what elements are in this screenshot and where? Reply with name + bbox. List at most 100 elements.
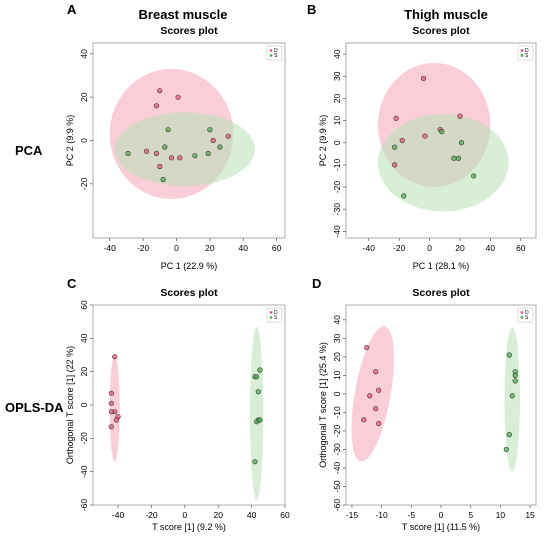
x-tick-label: 60 bbox=[272, 243, 282, 253]
data-point-d bbox=[108, 424, 114, 430]
data-point-d bbox=[157, 88, 163, 94]
x-tick-label: -40 bbox=[112, 510, 125, 520]
y-tick-label: -10 bbox=[332, 406, 342, 419]
data-point-s bbox=[439, 129, 445, 135]
data-point-s bbox=[509, 393, 515, 399]
data-point-s bbox=[512, 372, 518, 378]
data-point-d bbox=[112, 354, 118, 360]
data-point-s bbox=[192, 153, 198, 159]
confidence-ellipse-d bbox=[109, 355, 120, 462]
data-point-s bbox=[257, 417, 263, 423]
x-tick-label: 0 bbox=[427, 243, 432, 253]
confidence-ellipse-d bbox=[351, 326, 394, 462]
y-axis-label: Orthogonal T score [1] (22 %) bbox=[65, 346, 75, 464]
legend-marker-d bbox=[269, 49, 273, 52]
data-point-s bbox=[451, 155, 457, 161]
x-tick-label: 20 bbox=[455, 243, 465, 253]
scores-plot-b: -40 -20 0 20 40 60 -40 -30 -20 -10 0 10 20 30 40 Scores… bbox=[318, 25, 537, 271]
legend-label-d: D bbox=[274, 48, 278, 54]
data-point-d bbox=[373, 369, 379, 375]
data-point-d bbox=[422, 133, 428, 139]
y-tick-label: 40 bbox=[332, 315, 342, 325]
x-tick-label: 0 bbox=[439, 510, 444, 520]
y-tick-label: 20 bbox=[332, 93, 342, 103]
x-tick-label: 5 bbox=[468, 510, 473, 520]
y-tick-label: 0 bbox=[332, 140, 342, 145]
y-tick-label: -10 bbox=[332, 158, 342, 171]
y-axis-label: PC 2 (9.9 %) bbox=[318, 115, 328, 167]
legend-marker-d bbox=[269, 311, 273, 314]
legend-label-s: S bbox=[274, 315, 278, 321]
data-point-d bbox=[153, 103, 160, 109]
legend-label-s: S bbox=[274, 53, 278, 59]
data-point-d bbox=[376, 387, 382, 393]
row-label-pca: PCA bbox=[15, 143, 43, 158]
data-point-s bbox=[458, 140, 465, 146]
y-tick-label: 10 bbox=[332, 370, 342, 380]
data-point-s bbox=[257, 367, 263, 373]
y-tick-label: -30 bbox=[332, 443, 342, 456]
data-point-s bbox=[125, 150, 131, 157]
panel-letter-c: C bbox=[67, 276, 77, 291]
y-tick-label: -30 bbox=[332, 203, 342, 216]
y-tick-label: 40 bbox=[79, 49, 89, 59]
data-point-s bbox=[255, 389, 261, 395]
legend-marker-s bbox=[269, 54, 273, 57]
data-point-s bbox=[506, 432, 512, 438]
confidence-ellipse-s bbox=[114, 112, 255, 186]
x-axis-label: T score [1] (9.2 %) bbox=[152, 522, 226, 532]
legend-marker-d bbox=[520, 49, 524, 52]
x-axis-label: PC 1 (28.1 %) bbox=[413, 261, 470, 271]
data-point-d bbox=[175, 94, 181, 100]
y-tick-label: -20 bbox=[332, 181, 342, 194]
data-point-s bbox=[512, 378, 518, 384]
data-point-d bbox=[399, 137, 405, 144]
y-axis-label: Orthogonal T score [1] (25.4 %) bbox=[318, 342, 328, 468]
x-tick-label: -20 bbox=[393, 243, 406, 253]
x-tick-label: -40 bbox=[363, 243, 376, 253]
data-point-d bbox=[392, 162, 398, 168]
data-point-s bbox=[160, 176, 166, 183]
confidence-ellipse-s bbox=[377, 113, 509, 212]
data-point-s bbox=[401, 193, 407, 199]
y-tick-label: 40 bbox=[79, 333, 89, 343]
data-point-d bbox=[168, 155, 175, 161]
data-point-d bbox=[108, 390, 114, 396]
data-point-d bbox=[108, 409, 114, 415]
y-tick-label: 20 bbox=[332, 352, 342, 362]
data-point-s bbox=[162, 144, 168, 150]
x-tick-label: 40 bbox=[486, 243, 496, 253]
x-tick-label: 0 bbox=[182, 510, 187, 520]
x-tick-label: 15 bbox=[525, 510, 535, 520]
x-tick-label: 10 bbox=[496, 510, 506, 520]
x-tick-label: 60 bbox=[516, 243, 526, 253]
plot-title: Scores plot bbox=[160, 287, 218, 299]
x-tick-label: 20 bbox=[213, 510, 223, 520]
x-tick-label: -15 bbox=[346, 510, 359, 520]
legend-label-d: D bbox=[525, 48, 529, 54]
data-point-s bbox=[455, 155, 462, 161]
data-point-s bbox=[205, 150, 211, 157]
plot-title: Scores plot bbox=[160, 25, 218, 37]
y-tick-label: -20 bbox=[79, 177, 89, 190]
panel-letter-b: B bbox=[307, 2, 316, 17]
legend-label-s: S bbox=[525, 315, 529, 321]
y-tick-label: 0 bbox=[79, 402, 89, 407]
x-tick-label: -5 bbox=[408, 510, 416, 520]
data-point-d bbox=[153, 150, 160, 157]
y-tick-label: -20 bbox=[79, 432, 89, 445]
x-axis-label: PC 1 (22.9 %) bbox=[161, 261, 218, 271]
data-point-d bbox=[364, 344, 370, 351]
data-point-d bbox=[376, 420, 382, 427]
data-point-s bbox=[392, 144, 398, 150]
data-point-s bbox=[254, 374, 260, 380]
data-point-d bbox=[113, 417, 119, 423]
data-point-s bbox=[252, 459, 258, 465]
data-point-s bbox=[217, 144, 223, 150]
data-point-d bbox=[361, 417, 367, 423]
x-tick-label: 40 bbox=[239, 243, 249, 253]
x-tick-label: 20 bbox=[205, 243, 215, 253]
data-point-d bbox=[420, 75, 427, 82]
y-tick-label: 30 bbox=[332, 333, 342, 343]
